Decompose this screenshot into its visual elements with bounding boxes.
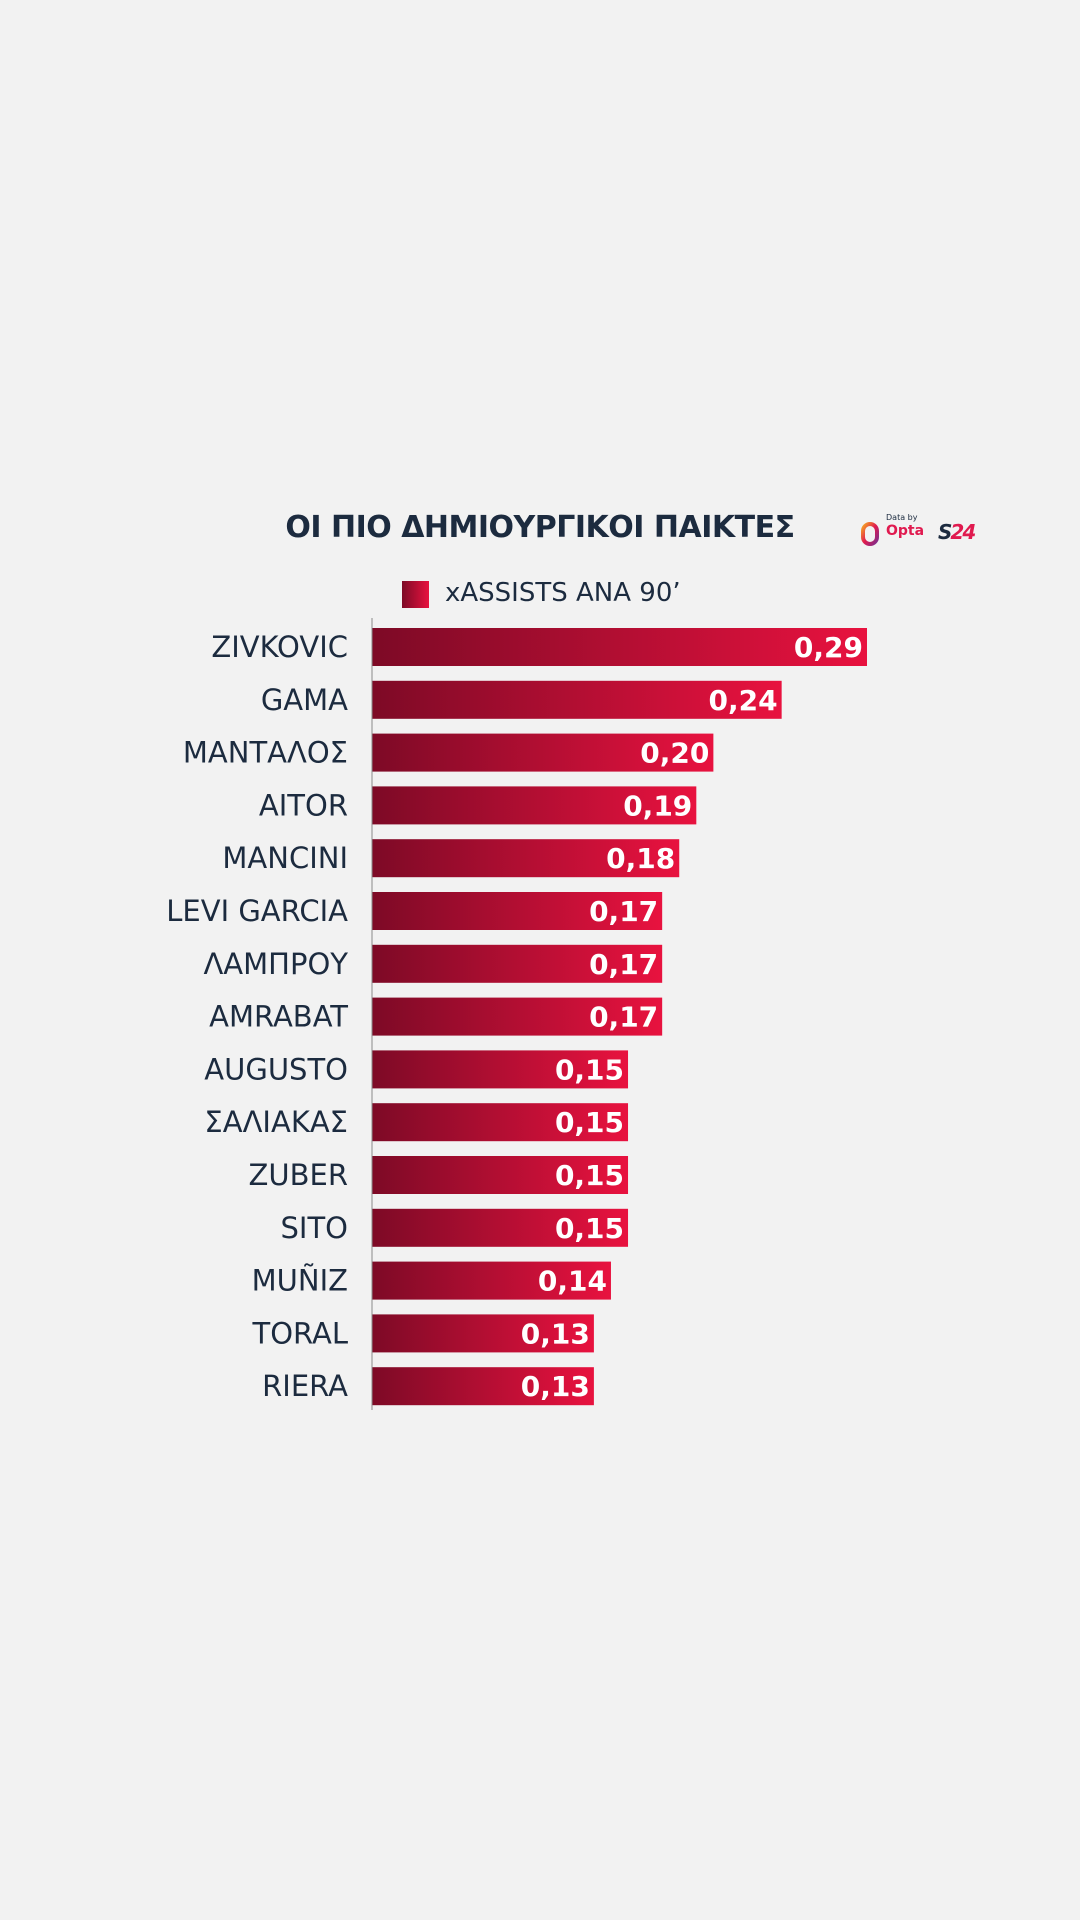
value-label: 0,13 [521, 1317, 590, 1350]
legend-label: xASSISTS ΑΝΑ 90’ [445, 578, 681, 608]
bar-3 [372, 733, 714, 772]
value-label: 0,17 [589, 1001, 658, 1034]
category-label: ΛΑΜΠΡΟΥ [203, 947, 348, 981]
value-label: 0,17 [589, 948, 658, 981]
category-label: SITO [280, 1211, 348, 1245]
bar-8 [372, 997, 663, 1036]
category-label: ZUBER [249, 1158, 348, 1192]
bar-14 [372, 1314, 594, 1353]
category-label: GAMA [261, 683, 348, 717]
bar-2 [372, 680, 782, 719]
brand-logos: Data by Opta S24 [860, 513, 990, 547]
opta-logo-icon [861, 522, 879, 546]
category-label: ΜΑΝΤΑΛΟΣ [183, 736, 348, 770]
category-label: AUGUSTO [204, 1052, 348, 1086]
bar-10 [372, 1103, 629, 1142]
value-label: 0,19 [623, 789, 692, 822]
s24-logo: S24 [938, 520, 976, 544]
category-label: AITOR [259, 788, 348, 822]
value-label: 0,15 [555, 1053, 624, 1086]
opta-logo-text: Opta [886, 523, 925, 539]
legend-swatch [402, 581, 429, 608]
value-label: 0,17 [589, 895, 658, 928]
value-label: 0,18 [606, 842, 675, 875]
value-label: 0,15 [555, 1212, 624, 1245]
bars-group: ZIVKOVIC 0,29 GAMA 0,24 ΜΑΝΤΑΛΟΣ 0,20 AITOR 0,1… [166, 628, 867, 1406]
value-label: 0,13 [521, 1370, 590, 1403]
bar-9 [372, 1050, 629, 1089]
bar-12 [372, 1208, 629, 1247]
value-label: 0,14 [538, 1265, 607, 1298]
category-label: MUÑIZ [252, 1264, 348, 1298]
bar-1 [372, 628, 867, 666]
value-label: 0,20 [640, 737, 709, 770]
data-by-label: Data by [886, 513, 918, 522]
bar-11 [372, 1156, 629, 1194]
value-label: 0,29 [794, 631, 863, 664]
category-label: RIERA [262, 1369, 348, 1403]
category-label: ZIVKOVIC [211, 630, 348, 664]
value-label: 0,15 [555, 1106, 624, 1139]
category-label: MANCINI [222, 841, 348, 875]
bar-6 [372, 892, 663, 930]
chart-title: ΟΙ ΠΙΟ ΔΗΜΙΟΥΡΓΙΚΟΙ ΠΑΙΚΤΕΣ [285, 510, 795, 545]
bar-7 [372, 944, 663, 983]
category-label: AMRABAT [209, 1000, 348, 1034]
bar-13 [372, 1261, 611, 1300]
bar-5 [372, 839, 680, 878]
value-label: 0,15 [555, 1159, 624, 1192]
bar-4 [372, 786, 697, 825]
category-label: LEVI GARCIA [166, 894, 348, 928]
bar-15 [372, 1367, 594, 1406]
category-label: TORAL [251, 1316, 348, 1350]
category-label: ΣΑΛΙΑΚΑΣ [204, 1105, 348, 1139]
value-label: 0,24 [709, 684, 778, 717]
